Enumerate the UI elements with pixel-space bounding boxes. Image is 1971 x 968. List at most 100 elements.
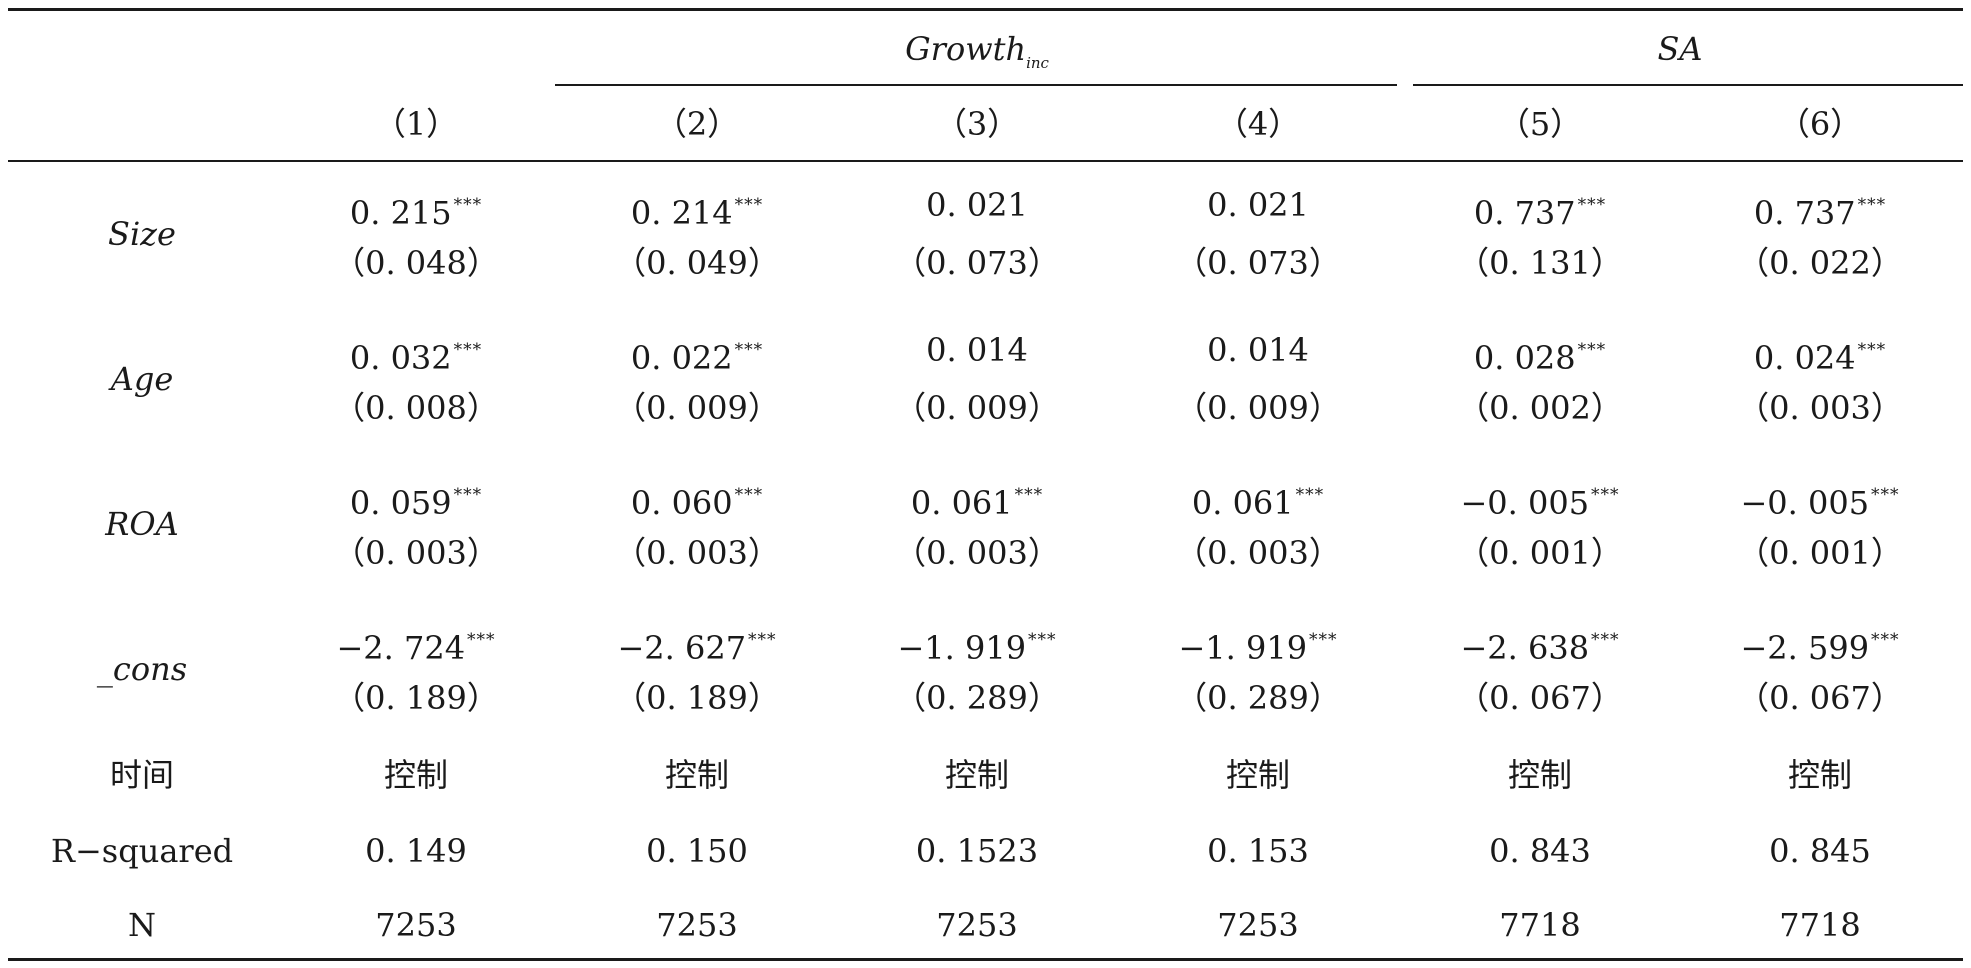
row-label: ROA [105,505,179,543]
coef-value: 0. 032 [349,339,452,377]
coef-cell: −0. 005 *** [1740,476,1899,522]
se-cell: （0. 131） [1457,244,1623,282]
coef-cell: −2. 638 *** [1460,621,1619,667]
group-header-growth-sub: inc [1026,54,1049,72]
coef-value: 0. 737 [1753,194,1856,232]
column-header-6: （6） [1777,105,1863,143]
coef-cell: 0. 061 *** [911,476,1043,522]
coef-cell: 0. 214 *** [631,186,763,232]
significance-stars: *** [1857,340,1887,360]
significance-stars: *** [1857,195,1887,215]
footer-cell: 0. 150 [646,832,748,870]
coef-value: 0. 214 [630,194,733,232]
coef-cell: 0. 022 *** [631,331,763,377]
footer-label: R−squared [50,832,234,870]
coef-value: 0. 060 [630,484,733,522]
coef-value: −2. 599 [1740,629,1870,667]
se-cell: （0. 049） [614,244,780,282]
coef-cell: 0. 032 *** [350,331,482,377]
group-header-sa-main: SA [1657,30,1703,68]
significance-stars: *** [1871,485,1900,505]
significance-stars: *** [1028,630,1057,650]
footer-cell: 7253 [936,906,1018,944]
coef-value: −0. 005 [1740,484,1870,522]
significance-stars: *** [734,195,764,215]
column-header-5: （5） [1497,105,1583,143]
coef-value: 0. 022 [630,339,733,377]
footer-cell: 0. 845 [1769,832,1871,870]
footer-cell: 0. 149 [365,832,467,870]
footer-label: 时间 [109,756,175,794]
significance-stars: *** [1591,485,1620,505]
coef-value: −0. 005 [1460,484,1590,522]
significance-stars: *** [467,630,496,650]
significance-stars: *** [1014,485,1044,505]
footer-cell: 控制 [664,756,730,794]
coef-cell: 0. 059 *** [350,476,482,522]
se-cell: （0. 009） [1175,389,1341,427]
coef-value: −1. 919 [897,629,1027,667]
coef-cell: 0. 028 *** [1474,331,1606,377]
coef-cell: 0. 014 [1207,331,1309,369]
group-header-sa: SA [1657,30,1702,68]
column-header-4: （4） [1215,105,1301,143]
top-rule [8,8,1963,11]
se-cell: （0. 001） [1737,534,1903,572]
coef-value: 0. 014 [1207,331,1309,369]
significance-stars: *** [734,485,764,505]
se-cell: （0. 002） [1457,389,1623,427]
header-rule [8,160,1963,162]
footer-cell: 7718 [1779,906,1861,944]
coef-cell: −2. 627 *** [617,621,776,667]
coef-cell: 0. 021 [926,186,1028,224]
se-cell: （0. 289） [1175,679,1341,717]
significance-stars: *** [734,340,764,360]
se-cell: （0. 067） [1737,679,1903,717]
coef-cell: −1. 919 *** [1178,621,1337,667]
row-label: _cons [96,650,188,688]
coef-cell: −0. 005 *** [1460,476,1619,522]
se-cell: （0. 067） [1457,679,1623,717]
se-cell: （0. 003） [1175,534,1341,572]
group-rule-sa [1413,84,1963,86]
column-header-2: （2） [654,105,740,143]
footer-cell: 7253 [1217,906,1299,944]
row-label: Size [108,215,176,253]
significance-stars: *** [748,630,777,650]
se-cell: （0. 003） [1737,389,1903,427]
coef-cell: 0. 024 *** [1754,331,1886,377]
footer-cell: 0. 153 [1207,832,1309,870]
group-header-growth-main: Growth [905,30,1027,68]
significance-stars: *** [1577,340,1607,360]
se-cell: （0. 003） [894,534,1060,572]
coef-value: 0. 061 [1191,484,1294,522]
coef-cell: 0. 014 [926,331,1028,369]
significance-stars: *** [453,195,483,215]
coef-value: 0. 737 [1473,194,1576,232]
coef-cell: 0. 737 *** [1754,186,1886,232]
se-cell: （0. 289） [894,679,1060,717]
footer-cell: 控制 [1225,756,1291,794]
significance-stars: *** [1577,195,1607,215]
se-cell: （0. 189） [614,679,780,717]
group-header-growth: Growthinc [905,30,1049,82]
coef-cell: 0. 060 *** [631,476,763,522]
footer-cell: 7253 [375,906,457,944]
coef-cell: 0. 737 *** [1474,186,1606,232]
se-cell: （0. 009） [894,389,1060,427]
coef-value: 0. 061 [910,484,1013,522]
coef-value: 0. 215 [349,194,452,232]
significance-stars: *** [1871,630,1900,650]
coef-value: −2. 627 [617,629,747,667]
coef-value: 0. 014 [926,331,1028,369]
footer-cell: 7253 [656,906,738,944]
se-cell: （0. 001） [1457,534,1623,572]
significance-stars: *** [1591,630,1620,650]
group-rule-growth [555,84,1397,86]
coef-value: 0. 028 [1473,339,1576,377]
coef-cell: 0. 061 *** [1192,476,1324,522]
column-header-1: （1） [373,105,459,143]
coef-cell: −2. 599 *** [1740,621,1899,667]
footer-label: N [128,906,156,944]
coef-cell: −2. 724 *** [336,621,495,667]
